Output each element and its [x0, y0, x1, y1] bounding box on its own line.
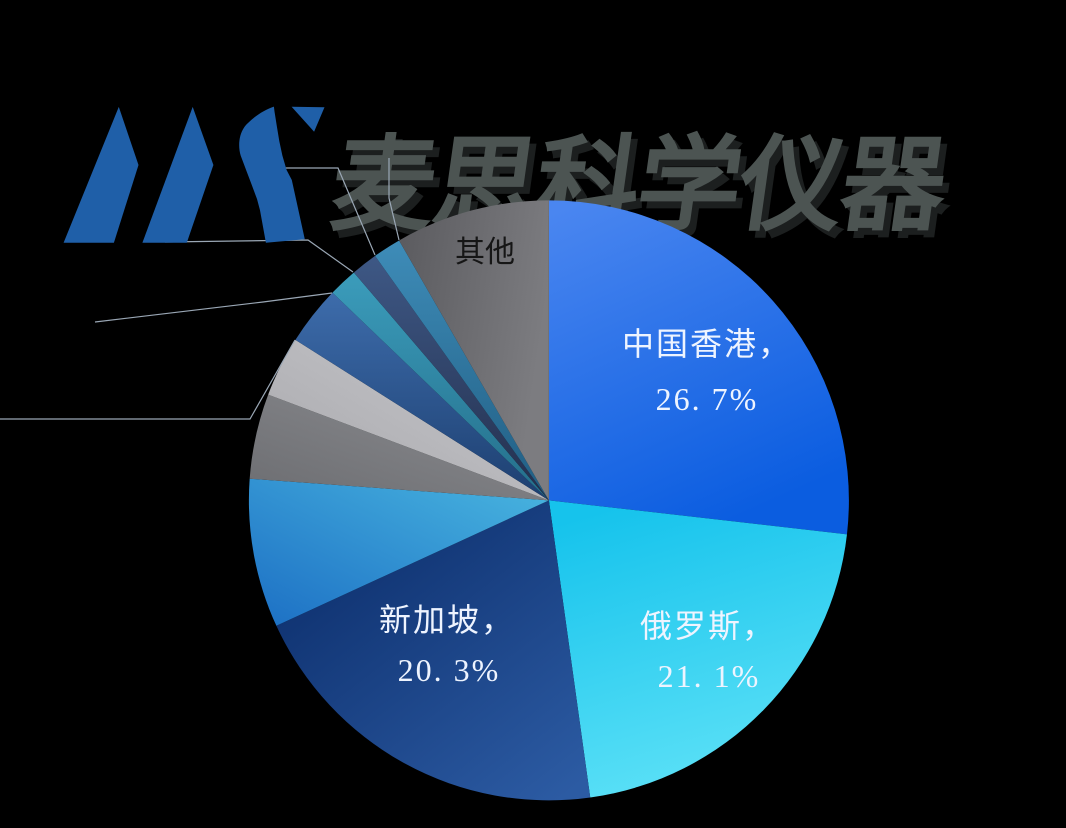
svg-text:俄罗斯，: 俄罗斯，: [640, 608, 776, 644]
svg-text:20. 3%: 20. 3%: [398, 652, 501, 688]
svg-text:新加坡，: 新加坡，: [379, 602, 515, 638]
svg-text:其他: 其他: [455, 236, 515, 269]
svg-text:26. 7%: 26. 7%: [656, 381, 759, 417]
svg-text:中国香港，: 中国香港，: [622, 326, 792, 362]
svg-text:21. 1%: 21. 1%: [658, 658, 761, 694]
